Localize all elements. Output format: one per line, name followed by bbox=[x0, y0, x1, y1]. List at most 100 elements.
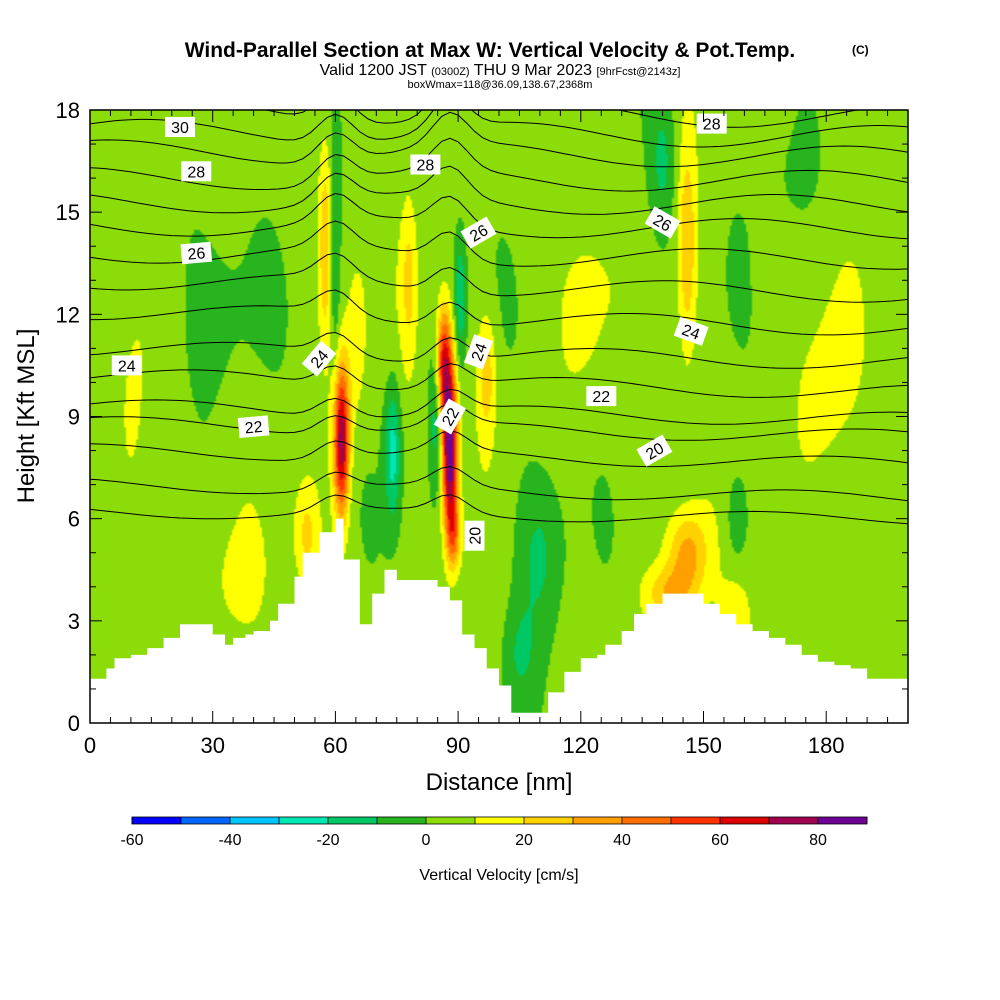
contour-label: 26 bbox=[644, 206, 681, 239]
colorbar-swatch bbox=[132, 817, 181, 824]
colorbar-swatch bbox=[230, 817, 279, 824]
theta-contour-line bbox=[90, 137, 908, 192]
contour-label: 26 bbox=[180, 241, 213, 265]
colorbar: -60 -40 -20 0 20 40 60 80 bbox=[120, 816, 868, 849]
colorbar-label: Vertical Velocity [cm/s] bbox=[419, 867, 578, 884]
colorbar-tick-label: -20 bbox=[316, 832, 339, 849]
valid-time: Valid 1200 JST bbox=[320, 62, 428, 79]
contour-label-text: 26 bbox=[650, 212, 674, 236]
contour-label-box bbox=[586, 386, 617, 407]
y-tick-label: 0 bbox=[68, 711, 80, 736]
colorbar-tick-label: 20 bbox=[515, 832, 533, 849]
contour-label-text: 28 bbox=[703, 117, 721, 134]
contour-label: 22 bbox=[237, 415, 270, 438]
contour-label-box bbox=[636, 434, 673, 467]
contour-label-text: 28 bbox=[187, 164, 205, 181]
contour-label: 24 bbox=[463, 334, 494, 370]
contour-label-box bbox=[165, 117, 195, 137]
colorbar-swatch bbox=[426, 817, 475, 824]
axes: 0 30 60 90 120 150 180 0 3 6 9 12 15 18 bbox=[56, 98, 909, 758]
colorbar-tick-label: -40 bbox=[218, 832, 241, 849]
contour-label-text: 26 bbox=[467, 222, 491, 246]
contour-label-text: 28 bbox=[417, 158, 435, 175]
colorbar-tick-label: 80 bbox=[809, 832, 827, 849]
contour-label: 20 bbox=[464, 520, 485, 551]
contour-label-text: 22 bbox=[592, 389, 610, 406]
colorbar-swatch bbox=[818, 817, 867, 824]
contour-label-text: 26 bbox=[187, 245, 206, 263]
theta-contour-line bbox=[90, 110, 861, 128]
colorbar-swatch bbox=[720, 817, 769, 824]
contour-label-box bbox=[237, 415, 270, 438]
contour-label: 30 bbox=[165, 117, 195, 137]
y-tick-label: 18 bbox=[56, 98, 80, 123]
x-tick-label: 0 bbox=[84, 733, 96, 758]
theta-contour-line bbox=[90, 110, 908, 148]
y-axis-label: Height [Kft MSL] bbox=[13, 329, 40, 504]
theta-contour-line bbox=[90, 331, 908, 369]
theta-contour-line bbox=[90, 192, 908, 240]
contour-label: 28 bbox=[696, 113, 727, 134]
theta-contour-line bbox=[90, 111, 908, 168]
theta-contour-line bbox=[90, 466, 908, 502]
contour-label: 22 bbox=[586, 386, 617, 407]
contour-label: 26 bbox=[460, 216, 497, 249]
theta-contour-line bbox=[90, 494, 908, 525]
contour-label-text: 20 bbox=[643, 440, 667, 464]
contour-label-text: 24 bbox=[469, 341, 491, 364]
contour-label-text: 20 bbox=[468, 527, 485, 545]
colorbar-swatch bbox=[475, 817, 524, 824]
box-info: boxWmax=118@36.09,138.67,2368m bbox=[408, 79, 593, 91]
x-axis-label: Distance [nm] bbox=[426, 769, 573, 796]
contour-label-box bbox=[673, 316, 709, 346]
contour-label: 24 bbox=[111, 355, 142, 376]
contour-label-text: 22 bbox=[244, 419, 263, 437]
velocity-field bbox=[90, 110, 908, 723]
x-tick-label: 180 bbox=[808, 733, 845, 758]
theta-contour-line bbox=[90, 289, 908, 336]
contour-label-box bbox=[180, 241, 213, 265]
colorbar-frame bbox=[131, 816, 868, 825]
colorbar-swatch bbox=[181, 817, 230, 824]
contour-label-box bbox=[464, 520, 485, 551]
theta-contour-line bbox=[90, 252, 908, 303]
colorbar-tick-label: 40 bbox=[613, 832, 631, 849]
contour-label-box bbox=[410, 154, 441, 175]
terrain bbox=[90, 518, 908, 723]
y-tick-label: 12 bbox=[56, 302, 80, 327]
copyright-mark: (C) bbox=[852, 43, 869, 57]
theta-contour-line bbox=[90, 430, 908, 468]
y-tick-label: 6 bbox=[68, 507, 80, 532]
contour-label-box bbox=[460, 216, 497, 249]
contour-label: 24 bbox=[673, 316, 709, 346]
contour-label-text: 24 bbox=[118, 358, 136, 375]
contour-label-box bbox=[696, 113, 727, 134]
contour-label-box bbox=[433, 398, 467, 435]
y-tick-label: 9 bbox=[68, 405, 80, 430]
contour-label: 20 bbox=[636, 434, 673, 467]
valid-utc: (0300Z) bbox=[431, 66, 470, 78]
theta-contour-line bbox=[90, 403, 908, 441]
contour-label: 28 bbox=[410, 154, 441, 175]
contour-label-text: 30 bbox=[171, 120, 189, 137]
colorbar-swatch bbox=[671, 817, 720, 824]
theta-contour-line bbox=[90, 165, 908, 215]
colorbar-swatch bbox=[622, 817, 671, 824]
contour-label: 22 bbox=[433, 398, 467, 435]
colorbar-swatch bbox=[769, 817, 818, 824]
colorbar-tick-label: 60 bbox=[711, 832, 729, 849]
valid-date: THU 9 Mar 2023 bbox=[474, 62, 592, 79]
contour-label-box bbox=[181, 161, 212, 182]
contour-label-box bbox=[463, 334, 494, 370]
x-tick-label: 150 bbox=[685, 733, 722, 758]
colorbar-tick-label: 0 bbox=[422, 832, 431, 849]
y-tick-label: 15 bbox=[56, 200, 80, 225]
theta-contours bbox=[90, 110, 908, 525]
x-tick-label: 30 bbox=[200, 733, 224, 758]
contour-label-text: 24 bbox=[679, 322, 702, 344]
chart-title: Wind-Parallel Section at Max W: Vertical… bbox=[185, 39, 796, 62]
contour-label-box bbox=[644, 206, 681, 239]
colorbar-tick-label: -60 bbox=[120, 832, 143, 849]
